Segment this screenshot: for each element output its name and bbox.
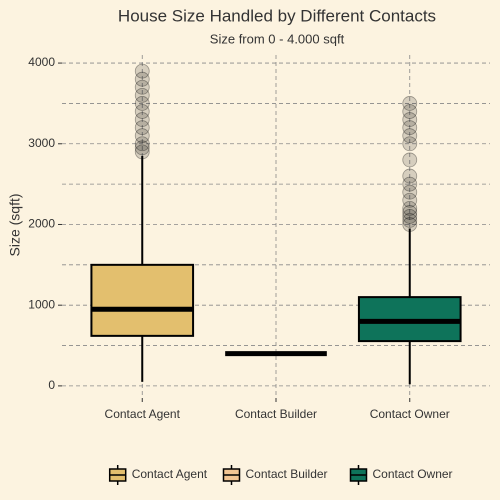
outlier — [134, 96, 150, 111]
y-tick-label: 1000 — [28, 297, 55, 311]
x-tick-label: Contact Owner — [370, 407, 450, 421]
outlier — [402, 192, 418, 208]
outlier — [134, 144, 150, 160]
outlier — [402, 128, 418, 144]
outlier — [134, 112, 150, 127]
outlier — [402, 104, 418, 119]
outlier — [134, 79, 150, 95]
outlier — [134, 71, 150, 87]
box — [90, 263, 195, 337]
outlier — [402, 184, 418, 200]
y-tick-label: 0 — [48, 378, 55, 392]
outlier — [402, 209, 418, 224]
legend-label: Contact Agent — [132, 467, 208, 481]
outlier — [134, 87, 150, 103]
outlier — [402, 168, 418, 184]
outlier — [134, 128, 150, 144]
chart-title: House Size Handled by Different Contacts — [118, 6, 436, 25]
outlier — [402, 176, 418, 192]
outlier — [402, 120, 418, 136]
y-tick-label: 2000 — [28, 217, 55, 231]
chart-subtitle: Size from 0 - 4.000 sqft — [210, 31, 345, 46]
outlier — [134, 104, 150, 119]
x-tick-label: Contact Builder — [235, 407, 317, 421]
outlier — [402, 152, 418, 168]
y-tick-label: 4000 — [28, 55, 55, 69]
outlier — [402, 96, 418, 111]
outlier — [134, 140, 150, 156]
legend-label: Contact Builder — [246, 467, 328, 481]
outlier — [402, 204, 418, 220]
x-tick-label: Contact Agent — [105, 407, 181, 421]
y-axis-label: Size (sqft) — [7, 193, 23, 256]
outlier — [134, 136, 150, 152]
outlier — [134, 63, 150, 79]
outlier — [402, 217, 418, 232]
legend-label: Contact Owner — [373, 467, 453, 481]
outlier — [402, 136, 418, 152]
outlier — [402, 213, 418, 228]
outlier — [402, 112, 418, 127]
outlier — [134, 120, 150, 136]
outlier — [402, 200, 418, 216]
y-tick-label: 3000 — [28, 136, 55, 150]
